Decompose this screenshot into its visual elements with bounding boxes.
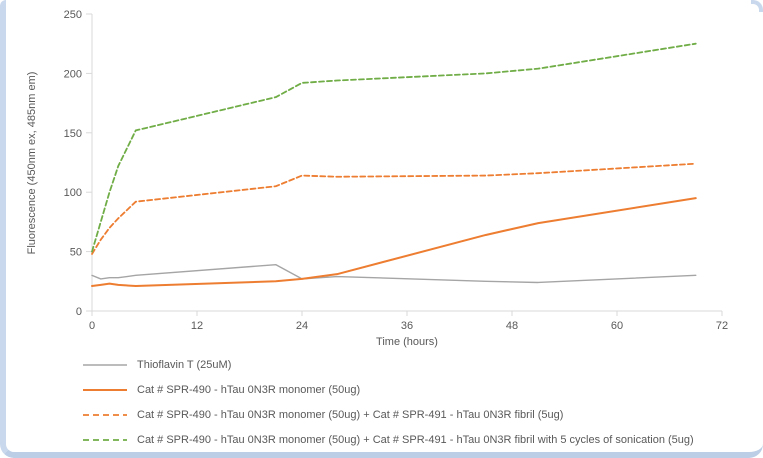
y-tick-label: 150	[64, 128, 82, 140]
legend-item-monomer-fibril: Cat # SPR-490 - hTau 0N3R monomer (50ug)…	[82, 408, 694, 422]
series-line-2	[91, 162, 697, 255]
legend-item-monomer: Cat # SPR-490 - hTau 0N3R monomer (50ug)	[82, 383, 694, 397]
legend-line-swatch	[83, 389, 127, 391]
y-tick-label: 100	[64, 187, 82, 199]
x-tick-label: 72	[716, 320, 728, 332]
x-tick-label: 60	[611, 320, 623, 332]
frame-corner-fragment	[751, 0, 763, 12]
legend-item-label: Cat # SPR-490 - hTau 0N3R monomer (50ug)	[137, 384, 361, 396]
y-tick-label: 50	[70, 247, 82, 259]
legend-line-swatch	[83, 414, 127, 416]
series-line-1	[91, 197, 697, 288]
legend-line-swatch	[83, 439, 127, 441]
x-tick-label: 0	[89, 320, 95, 332]
y-axis-title: Fluorescence (450nm ex, 485nm em)	[26, 71, 38, 255]
x-tick-label: 24	[296, 320, 308, 332]
fluorescence-line-chart: 0 50 100 150 200 250 0 12 24 36 48 60 72	[64, 9, 728, 332]
chart-legend: Thioflavin T (25uM) Cat # SPR-490 - hTau…	[82, 358, 694, 447]
legend-line-swatch	[83, 364, 127, 366]
series-line-3	[91, 42, 697, 253]
y-tick-label: 250	[64, 9, 82, 21]
y-tick-label: 0	[76, 306, 82, 318]
x-tick-label: 36	[401, 320, 413, 332]
legend-item-label: Cat # SPR-490 - hTau 0N3R monomer (50ug)…	[137, 434, 694, 446]
legend-item-label: Thioflavin T (25uM)	[137, 359, 232, 371]
legend-item-monomer-fibril-sonicated: Cat # SPR-490 - hTau 0N3R monomer (50ug)…	[82, 433, 694, 447]
x-tick-label: 48	[506, 320, 518, 332]
y-tick-label: 200	[64, 68, 82, 80]
x-tick-label: 12	[191, 320, 203, 332]
series-line-0	[91, 263, 697, 284]
legend-item-thioflavin: Thioflavin T (25uM)	[82, 358, 694, 372]
legend-item-label: Cat # SPR-490 - hTau 0N3R monomer (50ug)…	[137, 409, 564, 421]
x-axis-title: Time (hours)	[376, 336, 438, 348]
